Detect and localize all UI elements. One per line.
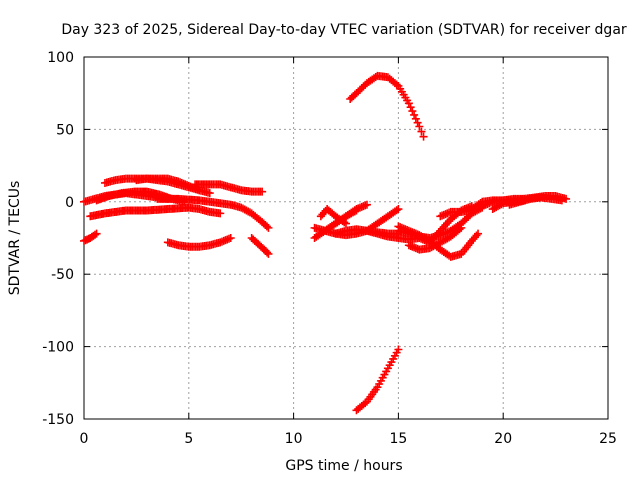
series-arc-8 bbox=[163, 234, 235, 251]
x-tick-label: 0 bbox=[80, 431, 89, 447]
data-point bbox=[419, 132, 428, 141]
data-point bbox=[216, 209, 225, 218]
data-point bbox=[417, 127, 426, 136]
data-point bbox=[226, 234, 235, 242]
data-point bbox=[264, 249, 273, 258]
series-arc-3 bbox=[86, 203, 225, 221]
x-axis-ticks: 0 5 10 15 20 25 bbox=[80, 57, 617, 447]
series-arc-11 bbox=[346, 71, 428, 141]
series-arc-23 bbox=[436, 206, 476, 221]
series-arc-9 bbox=[191, 180, 267, 196]
data-point bbox=[394, 345, 403, 354]
x-tick-label: 20 bbox=[494, 431, 512, 447]
data-point bbox=[264, 223, 273, 232]
y-tick-label: -100 bbox=[42, 340, 74, 356]
data-point bbox=[410, 110, 419, 119]
data-point bbox=[415, 122, 424, 131]
y-tick-label: 0 bbox=[65, 195, 74, 211]
series-arc-6 bbox=[132, 174, 204, 195]
data-point bbox=[262, 222, 271, 231]
data-point bbox=[474, 229, 483, 238]
data-point bbox=[472, 231, 481, 240]
data-point bbox=[404, 99, 413, 108]
grid bbox=[84, 57, 608, 419]
data-point bbox=[411, 114, 420, 123]
x-tick-label: 5 bbox=[184, 431, 193, 447]
series-arc-12 bbox=[352, 345, 403, 415]
data-point bbox=[392, 206, 401, 215]
data-point bbox=[205, 189, 214, 198]
data-point bbox=[557, 196, 566, 205]
series-arc-27 bbox=[505, 193, 566, 209]
chart-title: Day 323 of 2025, Sidereal Day-to-day VTE… bbox=[61, 22, 627, 38]
data-point bbox=[361, 399, 370, 408]
series-arc-18 bbox=[362, 205, 403, 235]
y-axis-ticks: -150 -100 -50 0 50 100 bbox=[42, 50, 608, 428]
x-tick-label: 10 bbox=[285, 431, 303, 447]
data-point bbox=[91, 230, 100, 239]
series-arc-16 bbox=[321, 200, 371, 235]
data-point bbox=[362, 200, 371, 209]
series-arc-1 bbox=[80, 229, 101, 245]
data-point bbox=[392, 80, 401, 89]
data-point bbox=[413, 118, 422, 127]
x-tick-label: 15 bbox=[389, 431, 407, 447]
data-points bbox=[80, 71, 571, 415]
y-tick-label: -150 bbox=[42, 412, 74, 428]
data-point bbox=[342, 219, 350, 228]
data-point bbox=[408, 107, 417, 116]
y-tick-label: 50 bbox=[56, 122, 74, 138]
y-tick-label: -50 bbox=[51, 267, 74, 283]
x-axis-label: GPS time / hours bbox=[285, 458, 402, 474]
data-point bbox=[562, 194, 571, 203]
x-tick-label: 25 bbox=[599, 431, 617, 447]
y-axis-label: SDTVAR / TECUs bbox=[7, 181, 23, 296]
data-point bbox=[497, 200, 506, 209]
data-point bbox=[406, 103, 415, 112]
y-tick-label: 100 bbox=[47, 50, 74, 66]
data-point bbox=[394, 205, 403, 214]
series-arc-10 bbox=[247, 234, 273, 258]
data-point bbox=[92, 229, 101, 238]
series-arc-7 bbox=[153, 194, 273, 232]
data-point bbox=[258, 187, 267, 196]
data-point bbox=[263, 248, 272, 257]
